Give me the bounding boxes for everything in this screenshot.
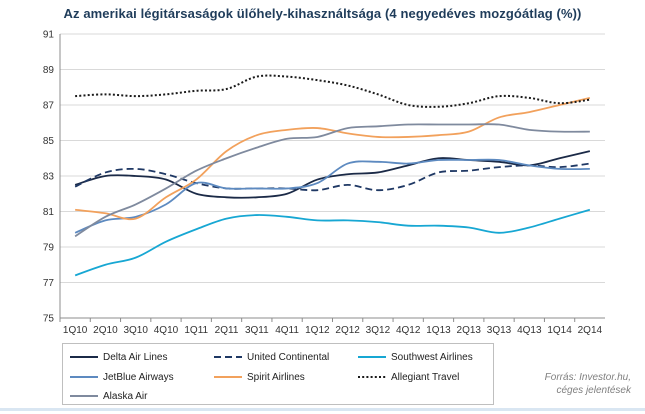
x-tick-label: 4Q13 bbox=[517, 325, 542, 336]
y-tick-label: 77 bbox=[43, 278, 55, 289]
y-tick-label: 79 bbox=[43, 243, 55, 254]
legend-item-spirit-airlines: Spirit Airlines bbox=[213, 370, 305, 384]
x-tick-label: 2Q14 bbox=[578, 325, 603, 336]
x-tick-label: 3Q12 bbox=[366, 325, 391, 336]
x-tick-label: 3Q11 bbox=[245, 325, 269, 336]
x-tick-label: 2Q11 bbox=[215, 325, 239, 336]
legend-swatch bbox=[358, 376, 386, 378]
legend-swatch bbox=[214, 356, 242, 358]
legend-swatch bbox=[358, 356, 386, 358]
source-note: Forrás: Investor.hu, céges jelentések bbox=[545, 371, 631, 397]
chart-legend: Delta Air Lines United Continental Southwe… bbox=[62, 343, 494, 405]
x-tick-label: 1Q14 bbox=[547, 325, 572, 336]
x-tick-label: 4Q10 bbox=[154, 325, 179, 336]
legend-swatch bbox=[70, 395, 98, 397]
legend-label: Alaska Air bbox=[103, 390, 148, 402]
x-tick-label: 1Q13 bbox=[426, 325, 451, 336]
legend-swatch bbox=[70, 376, 98, 378]
series-line-alaska-air bbox=[74, 123, 590, 238]
legend-label: Allegiant Travel bbox=[391, 371, 460, 383]
y-tick-label: 89 bbox=[43, 65, 55, 76]
chart-title: Az amerikai légitársaságok ülőhely-kihas… bbox=[63, 6, 582, 21]
bottom-divider bbox=[0, 408, 645, 411]
legend-swatch bbox=[214, 376, 242, 378]
x-tick-label: 3Q13 bbox=[487, 325, 512, 336]
legend-item-southwest-airlines: Southwest Airlines bbox=[357, 350, 473, 364]
legend-label: Spirit Airlines bbox=[247, 371, 305, 383]
x-tick-label: 2Q10 bbox=[93, 325, 118, 336]
x-tick-label: 4Q12 bbox=[396, 325, 421, 336]
y-tick-label: 87 bbox=[43, 101, 55, 112]
legend-item-allegiant-travel: Allegiant Travel bbox=[357, 370, 459, 384]
y-tick-label: 75 bbox=[43, 314, 55, 325]
y-tick-label: 83 bbox=[43, 172, 55, 183]
x-tick-label: 4Q11 bbox=[275, 325, 299, 336]
legend-item-alaska-air: Alaska Air bbox=[69, 389, 147, 403]
y-tick-label: 81 bbox=[43, 207, 55, 218]
y-tick-label: 85 bbox=[43, 136, 55, 147]
series-line-delta-air-lines bbox=[74, 150, 591, 199]
legend-label: JetBlue Airways bbox=[103, 371, 174, 383]
legend-item-delta-air-lines: Delta Air Lines bbox=[69, 350, 167, 364]
x-tick-label: 2Q13 bbox=[457, 325, 482, 336]
series-line-southwest-airlines bbox=[74, 208, 591, 277]
x-tick-label: 2Q12 bbox=[335, 325, 360, 336]
x-tick-label: 1Q11 bbox=[184, 325, 208, 336]
x-tick-label: 1Q10 bbox=[63, 325, 88, 336]
y-tick-label: 91 bbox=[43, 30, 55, 41]
source-line-1: Forrás: Investor.hu, bbox=[544, 372, 631, 383]
line-chart: 75 77 79 81 83 85 87 89 91 1Q10 2Q10 3Q10 4Q10 1Q11 2Q… bbox=[43, 30, 605, 336]
legend-item-united-continental: United Continental bbox=[213, 350, 329, 364]
legend-label: Southwest Airlines bbox=[391, 351, 473, 363]
series-line-allegiant-travel bbox=[75, 74, 590, 108]
legend-label: United Continental bbox=[247, 351, 330, 363]
x-tick-label: 1Q12 bbox=[305, 325, 330, 336]
source-line-2: céges jelentések bbox=[556, 385, 632, 396]
legend-item-jetblue-airways: JetBlue Airways bbox=[69, 370, 174, 384]
x-tick-label: 3Q10 bbox=[123, 325, 148, 336]
legend-swatch bbox=[70, 356, 98, 358]
series-line-united-continental bbox=[74, 162, 590, 192]
series-line-jetblue-airways bbox=[74, 158, 590, 234]
series-line-spirit-airlines bbox=[75, 97, 591, 221]
legend-label: Delta Air Lines bbox=[103, 351, 168, 363]
